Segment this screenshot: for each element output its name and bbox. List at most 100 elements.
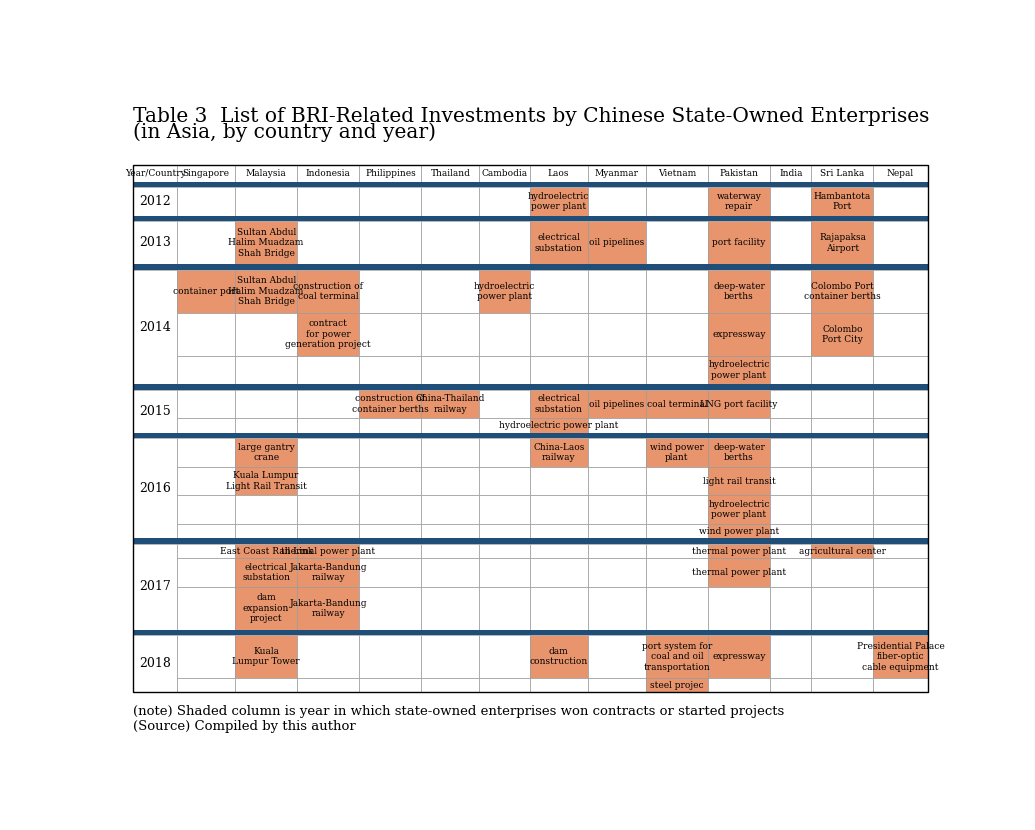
Bar (874, 356, 927, 384)
Text: large gantry
crane: large gantry crane (238, 442, 295, 462)
Bar (134, 390, 177, 432)
Bar (479, 466, 530, 496)
Bar (811, 524, 874, 539)
Text: Myanmar: Myanmar (595, 169, 639, 178)
Bar (479, 418, 530, 432)
Bar (177, 165, 235, 182)
Text: Year/Country: Year/Country (125, 169, 185, 178)
Bar (530, 558, 588, 587)
Bar (646, 438, 708, 466)
Bar (588, 466, 646, 496)
Text: port facility: port facility (712, 238, 766, 247)
Bar (177, 544, 235, 558)
Bar (530, 356, 588, 384)
Bar (421, 558, 479, 587)
Text: LNG port facility: LNG port facility (701, 399, 777, 408)
Text: Hambantota
Port: Hambantota Port (814, 192, 871, 212)
Text: hydroelectric power plant: hydroelectric power plant (499, 421, 618, 430)
Bar (177, 270, 235, 313)
Bar (479, 587, 530, 630)
Text: Sri Lanka: Sri Lanka (821, 169, 864, 178)
Bar (530, 418, 588, 432)
Text: Sultan Abdul
Halim Muadzam
Shah Bridge: Sultan Abdul Halim Muadzam Shah Bridge (229, 276, 304, 306)
Text: Colombo
Port City: Colombo Port City (822, 325, 863, 344)
Bar (708, 222, 770, 265)
Bar (770, 356, 811, 384)
Text: Vietnam: Vietnam (658, 169, 696, 178)
Bar (134, 438, 177, 539)
Bar (297, 222, 359, 265)
Bar (421, 270, 479, 313)
Text: deep-water
berths: deep-water berths (713, 442, 765, 462)
Bar (479, 438, 530, 466)
Bar (134, 216, 927, 222)
Bar (811, 496, 874, 524)
Bar (177, 635, 235, 678)
Bar (646, 313, 708, 356)
Text: 2014: 2014 (139, 320, 171, 334)
Bar (421, 188, 479, 216)
Bar (421, 356, 479, 384)
Bar (770, 544, 811, 558)
Bar (530, 188, 588, 216)
Bar (177, 390, 235, 418)
Bar (646, 165, 708, 182)
Bar (134, 384, 927, 390)
Bar (421, 418, 479, 432)
Bar (359, 558, 421, 587)
Bar (421, 678, 479, 692)
Bar (708, 496, 770, 524)
Text: hydroelectric
power plant: hydroelectric power plant (474, 281, 535, 301)
Text: Singapore: Singapore (182, 169, 230, 178)
Bar (646, 390, 708, 418)
Bar (708, 188, 770, 216)
Bar (297, 165, 359, 182)
Bar (708, 678, 770, 692)
Text: Kuala Lumpur
Light Rail Transit: Kuala Lumpur Light Rail Transit (226, 471, 306, 491)
Bar (588, 558, 646, 587)
Text: wind power plant: wind power plant (699, 527, 779, 536)
Bar (297, 678, 359, 692)
Bar (421, 438, 479, 466)
Bar (359, 418, 421, 432)
Bar (359, 165, 421, 182)
Text: oil pipelines: oil pipelines (589, 399, 645, 408)
Text: port system for
coal and oil
transportation: port system for coal and oil transportat… (642, 642, 712, 671)
Bar (811, 466, 874, 496)
Text: agricultural center: agricultural center (799, 546, 886, 555)
Text: India: India (779, 169, 802, 178)
Bar (235, 587, 297, 630)
Bar (588, 635, 646, 678)
Bar (235, 222, 297, 265)
Bar (479, 496, 530, 524)
Bar (646, 188, 708, 216)
Bar (770, 635, 811, 678)
Text: wind power
plant: wind power plant (650, 442, 704, 462)
Bar (134, 635, 177, 692)
Bar (297, 587, 359, 630)
Text: electrical
substation: electrical substation (535, 233, 583, 252)
Text: Philippines: Philippines (365, 169, 416, 178)
Bar (359, 313, 421, 356)
Bar (811, 165, 874, 182)
Bar (235, 390, 297, 418)
Bar (134, 165, 177, 182)
Bar (646, 635, 708, 678)
Bar (479, 165, 530, 182)
Text: light rail transit: light rail transit (703, 476, 775, 486)
Bar (708, 466, 770, 496)
Bar (359, 678, 421, 692)
Bar (770, 418, 811, 432)
Bar (134, 630, 927, 635)
Bar (874, 270, 927, 313)
Text: Sultan Abdul
Halim Muadzam
Shah Bridge: Sultan Abdul Halim Muadzam Shah Bridge (229, 228, 304, 258)
Text: coal terminal: coal terminal (647, 399, 707, 408)
Text: expressway: expressway (712, 330, 766, 339)
Text: hydroelectric
power plant: hydroelectric power plant (708, 500, 770, 520)
Text: thermal power plant: thermal power plant (282, 546, 376, 555)
Text: Kuala
Lumpur Tower: Kuala Lumpur Tower (233, 647, 300, 666)
Bar (770, 188, 811, 216)
Text: oil pipelines: oil pipelines (589, 238, 645, 247)
Bar (177, 356, 235, 384)
Text: contract
for power
generation project: contract for power generation project (286, 320, 372, 349)
